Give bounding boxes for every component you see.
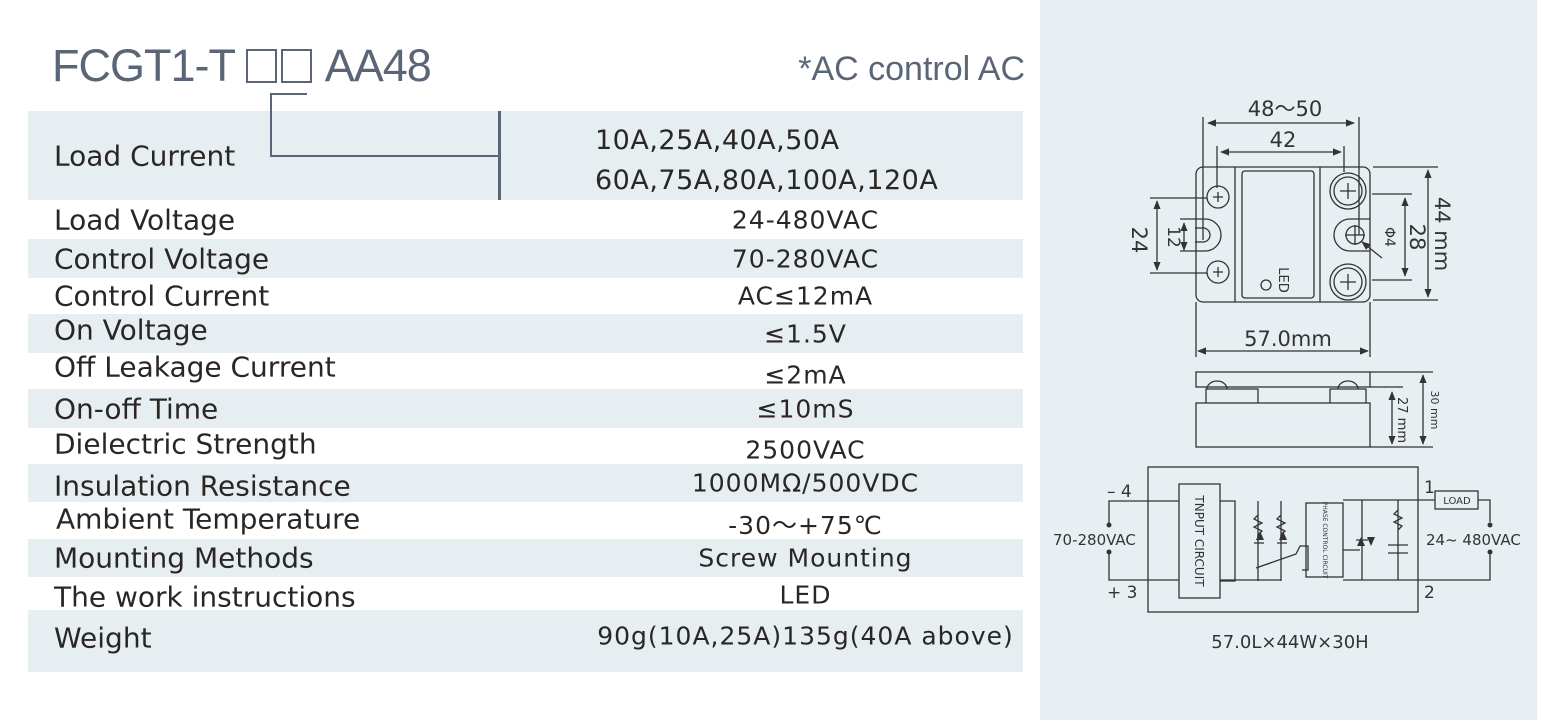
model-code: FCGT1-T AA48 — [52, 40, 432, 92]
output-voltage-label: 24~ 480VAC — [1426, 531, 1521, 549]
relay-top-outline — [1195, 166, 1371, 303]
dim-total-height: 30 mm — [1428, 391, 1441, 430]
dim-body-height: 27 mm — [1394, 397, 1409, 443]
model-prefix: FCGT1-T — [52, 40, 235, 91]
terminal-2-label: 2 — [1424, 583, 1435, 603]
dim-slot-width: 12 — [1163, 226, 1183, 248]
spec-value: 90g(10A,25A)135g(40A above) — [597, 621, 1014, 651]
spec-value: 24-480VAC — [731, 205, 880, 234]
table-row: Load Current — [28, 111, 1023, 200]
spec-label: Load Current — [54, 139, 236, 172]
terminal-3-label: + 3 — [1107, 583, 1137, 603]
spec-label: Ambient Temperature — [56, 502, 361, 536]
connector-line — [270, 94, 272, 156]
spec-label: Mounting Methods — [54, 541, 314, 575]
table-row: On-off Time ≤10mS — [28, 389, 1023, 428]
model-suffix: AA48 — [324, 40, 432, 91]
circuit-outline — [1147, 466, 1419, 613]
screw-icon — [1206, 260, 1230, 284]
load-label: LOAD — [1443, 496, 1471, 507]
spec-label: Control Current — [54, 279, 270, 313]
dim-height: 44 mm — [1430, 197, 1454, 271]
table-row: Weight 90g(10A,25A)135g(40A above) — [28, 610, 1023, 672]
spec-value: -30～+75℃ — [728, 511, 883, 541]
spec-label: The work instructions — [54, 580, 356, 614]
spec-value: ≤10mS — [756, 394, 855, 423]
connector-line — [498, 111, 501, 200]
dim-slot-span: 24 — [1127, 227, 1151, 254]
dim-hole-pitch: 42 — [1270, 128, 1297, 152]
table-row: The work instructions LED — [28, 577, 1023, 614]
table-row: Insulation Resistance 1000MΩ/500VDC — [28, 464, 1023, 503]
spec-label: Insulation Resistance — [54, 469, 351, 503]
led-label: LED — [1275, 267, 1290, 292]
spec-value: ≤2mA — [764, 360, 847, 390]
spec-value: 2500VAC — [745, 435, 866, 465]
dim-hole-diameter: Φ4 — [1381, 227, 1397, 247]
spec-label: On Voltage — [54, 313, 208, 347]
spec-label: Off Leakage Current — [54, 350, 336, 384]
placeholder-box — [245, 49, 277, 83]
table-row: Off Leakage Current ≤2mA — [28, 350, 1023, 389]
terminal-screw-icon — [1329, 263, 1367, 301]
table-row: Control Voltage 70-280VAC — [28, 239, 1023, 278]
spec-value: 70-280VAC — [731, 244, 880, 273]
table-row: Ambient Temperature -30～+75℃ — [28, 502, 1023, 540]
connector-line — [270, 93, 307, 95]
spec-label: Weight — [54, 621, 152, 655]
load-current-line: 60A,75A,80A,100A,120A — [595, 165, 939, 196]
terminal-1-label: 1 — [1424, 478, 1435, 498]
placeholder-box — [280, 49, 312, 83]
spec-value: 1000MΩ/500VDC — [691, 468, 920, 498]
dim-width: 57.0mm — [1244, 327, 1332, 351]
dim-terminal-pitch: 28 — [1405, 224, 1429, 251]
load-current-line: 10A,25A,40A,50A — [595, 125, 840, 156]
spec-value: LED — [779, 580, 832, 610]
terminal-4-label: – 4 — [1107, 482, 1132, 502]
input-circuit-label: TNPUT CIRCUIT — [1192, 494, 1206, 587]
spec-label: Control Voltage — [54, 242, 270, 275]
input-voltage-label: 70-280VAC — [1053, 531, 1136, 549]
screw-icon — [1206, 185, 1230, 209]
dim-mount-span: 48～50 — [1248, 97, 1322, 121]
table-row: Control Current AC≤12mA — [28, 278, 1023, 314]
overall-size-label: 57.0L×44W×30H — [1211, 632, 1368, 653]
table-row: Dielectric Strength 2500VAC — [28, 428, 1023, 464]
spec-value: Screw Mounting — [698, 543, 913, 573]
spec-value: ≤1.5V — [764, 319, 847, 348]
connector-line — [270, 155, 500, 157]
input-circuit-block — [1178, 483, 1221, 599]
spec-value: AC≤12mA — [737, 281, 874, 311]
terminal-screw-icon — [1329, 172, 1367, 210]
spec-value: 10A,25A,40A,50A 60A,75A,80A,100A,120A — [595, 121, 938, 201]
spec-label: On-off Time — [54, 392, 219, 425]
control-type: *AC control AC — [798, 50, 1025, 88]
spec-label: Dielectric Strength — [54, 427, 317, 461]
relay-side-outline — [1195, 371, 1371, 388]
table-row: Mounting Methods Screw Mounting — [28, 539, 1023, 577]
spec-label: Load Voltage — [54, 203, 236, 236]
phase-control-label: PHASE CONTROL CIRCUIT — [1321, 502, 1328, 579]
phase-control-block — [1305, 502, 1344, 578]
led-indicator — [1260, 279, 1272, 291]
table-row: On Voltage ≤1.5V — [28, 313, 1023, 353]
table-row: Load Voltage 24-480VAC — [28, 200, 1023, 239]
